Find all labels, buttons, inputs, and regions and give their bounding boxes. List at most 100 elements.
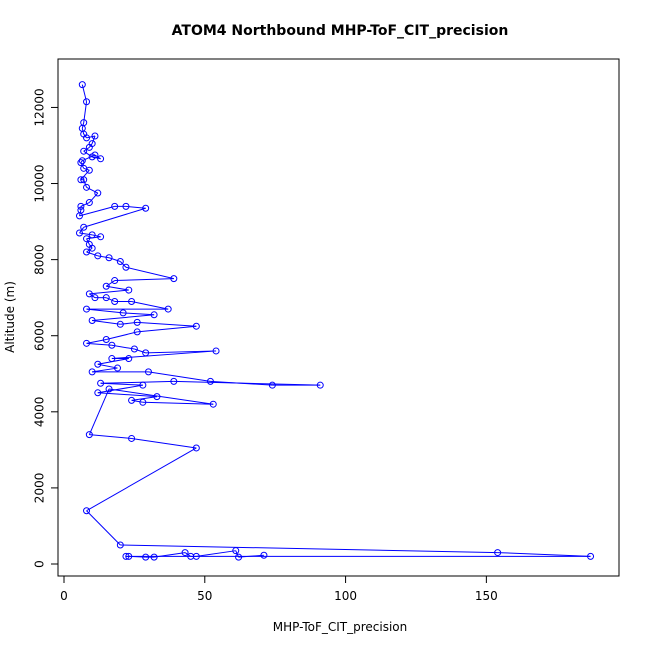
y-axis-label: Altitude (m) xyxy=(3,281,17,353)
plot-frame xyxy=(57,58,620,577)
series-segment xyxy=(92,314,155,321)
series-segment xyxy=(111,350,217,360)
data-point xyxy=(150,553,158,561)
series-segment xyxy=(131,399,143,403)
data-point xyxy=(105,385,113,393)
data-point xyxy=(128,297,136,305)
data-point xyxy=(77,159,85,167)
data-point xyxy=(192,322,200,330)
data-point xyxy=(83,183,91,191)
data-point xyxy=(78,157,86,165)
data-point xyxy=(235,553,243,561)
data-point xyxy=(125,355,133,363)
data-point xyxy=(114,364,121,372)
data-point xyxy=(119,309,127,317)
data-point xyxy=(268,381,276,389)
data-point xyxy=(125,552,133,560)
data-point xyxy=(85,166,93,174)
series-segment xyxy=(83,133,87,139)
series-segment xyxy=(88,192,99,203)
data-point xyxy=(111,202,119,210)
data-point xyxy=(80,176,88,184)
series-segment xyxy=(108,257,121,263)
series-segment xyxy=(86,342,112,346)
series-segment xyxy=(86,251,98,257)
data-point xyxy=(88,244,96,252)
series-segment xyxy=(131,396,157,401)
data-point xyxy=(111,297,119,305)
data-point xyxy=(75,212,83,220)
data-point xyxy=(94,252,102,260)
data-point xyxy=(108,341,116,349)
data-point xyxy=(316,381,324,389)
series-segment xyxy=(148,371,211,382)
series-segment xyxy=(83,150,93,158)
series-segment xyxy=(154,552,186,558)
series-segment xyxy=(120,544,498,554)
data-point xyxy=(494,549,502,557)
data-point xyxy=(83,305,91,313)
series-segment xyxy=(125,266,174,280)
series-segment xyxy=(91,135,96,144)
series-segment xyxy=(235,550,240,558)
chart-title: ATOM4 Northbound MHP-ToF_CIT_precision xyxy=(172,23,509,39)
series-segment xyxy=(79,232,93,236)
data-point xyxy=(142,553,150,561)
data-point xyxy=(164,305,172,313)
data-point xyxy=(133,328,141,336)
series-segment xyxy=(86,447,197,512)
series-segment xyxy=(145,350,217,354)
x-tick-label: 150 xyxy=(475,589,498,603)
data-point xyxy=(116,258,124,266)
data-point xyxy=(83,235,91,243)
series-segment xyxy=(105,280,115,287)
series-segment xyxy=(97,384,143,394)
data-point xyxy=(83,98,91,106)
data-point xyxy=(139,398,147,406)
series-segment xyxy=(137,321,197,327)
series-segment xyxy=(86,135,96,139)
data-point xyxy=(139,381,147,389)
series-segment xyxy=(97,255,110,259)
data-point xyxy=(133,318,141,326)
y-tick-label: 4000 xyxy=(33,397,47,428)
data-point xyxy=(102,294,110,302)
data-point xyxy=(142,204,150,212)
data-point xyxy=(105,254,113,262)
data-point xyxy=(97,233,105,241)
series-segment xyxy=(86,308,124,314)
data-point xyxy=(125,286,133,294)
data-point xyxy=(122,202,130,210)
data-point xyxy=(130,345,138,353)
y-tick-label: 10000 xyxy=(33,164,47,202)
series-segment xyxy=(86,186,99,194)
series-segment xyxy=(92,234,101,238)
data-point xyxy=(181,549,189,557)
data-point xyxy=(91,294,99,302)
data-point xyxy=(128,396,136,404)
data-point xyxy=(128,434,136,442)
y-tick-label: 0 xyxy=(33,560,47,568)
data-point xyxy=(97,379,105,387)
data-point xyxy=(232,547,240,555)
data-point xyxy=(94,360,102,368)
data-point xyxy=(144,368,152,376)
data-point xyxy=(85,431,93,439)
series-segment xyxy=(92,320,121,325)
series-segment xyxy=(131,300,169,310)
data-point xyxy=(170,275,178,283)
series-segment xyxy=(173,380,321,386)
series-segment xyxy=(79,226,85,234)
data-point xyxy=(94,189,102,197)
series-segment xyxy=(106,331,138,341)
data-point xyxy=(94,389,102,397)
series-segment xyxy=(196,550,236,557)
series-segment xyxy=(238,554,264,558)
y-tick-label: 2000 xyxy=(33,473,47,504)
data-point xyxy=(77,202,85,210)
series-segment xyxy=(83,179,87,188)
series-segment xyxy=(80,169,90,181)
series-segment xyxy=(108,388,214,405)
data-point xyxy=(83,248,91,256)
data-point xyxy=(102,282,110,290)
